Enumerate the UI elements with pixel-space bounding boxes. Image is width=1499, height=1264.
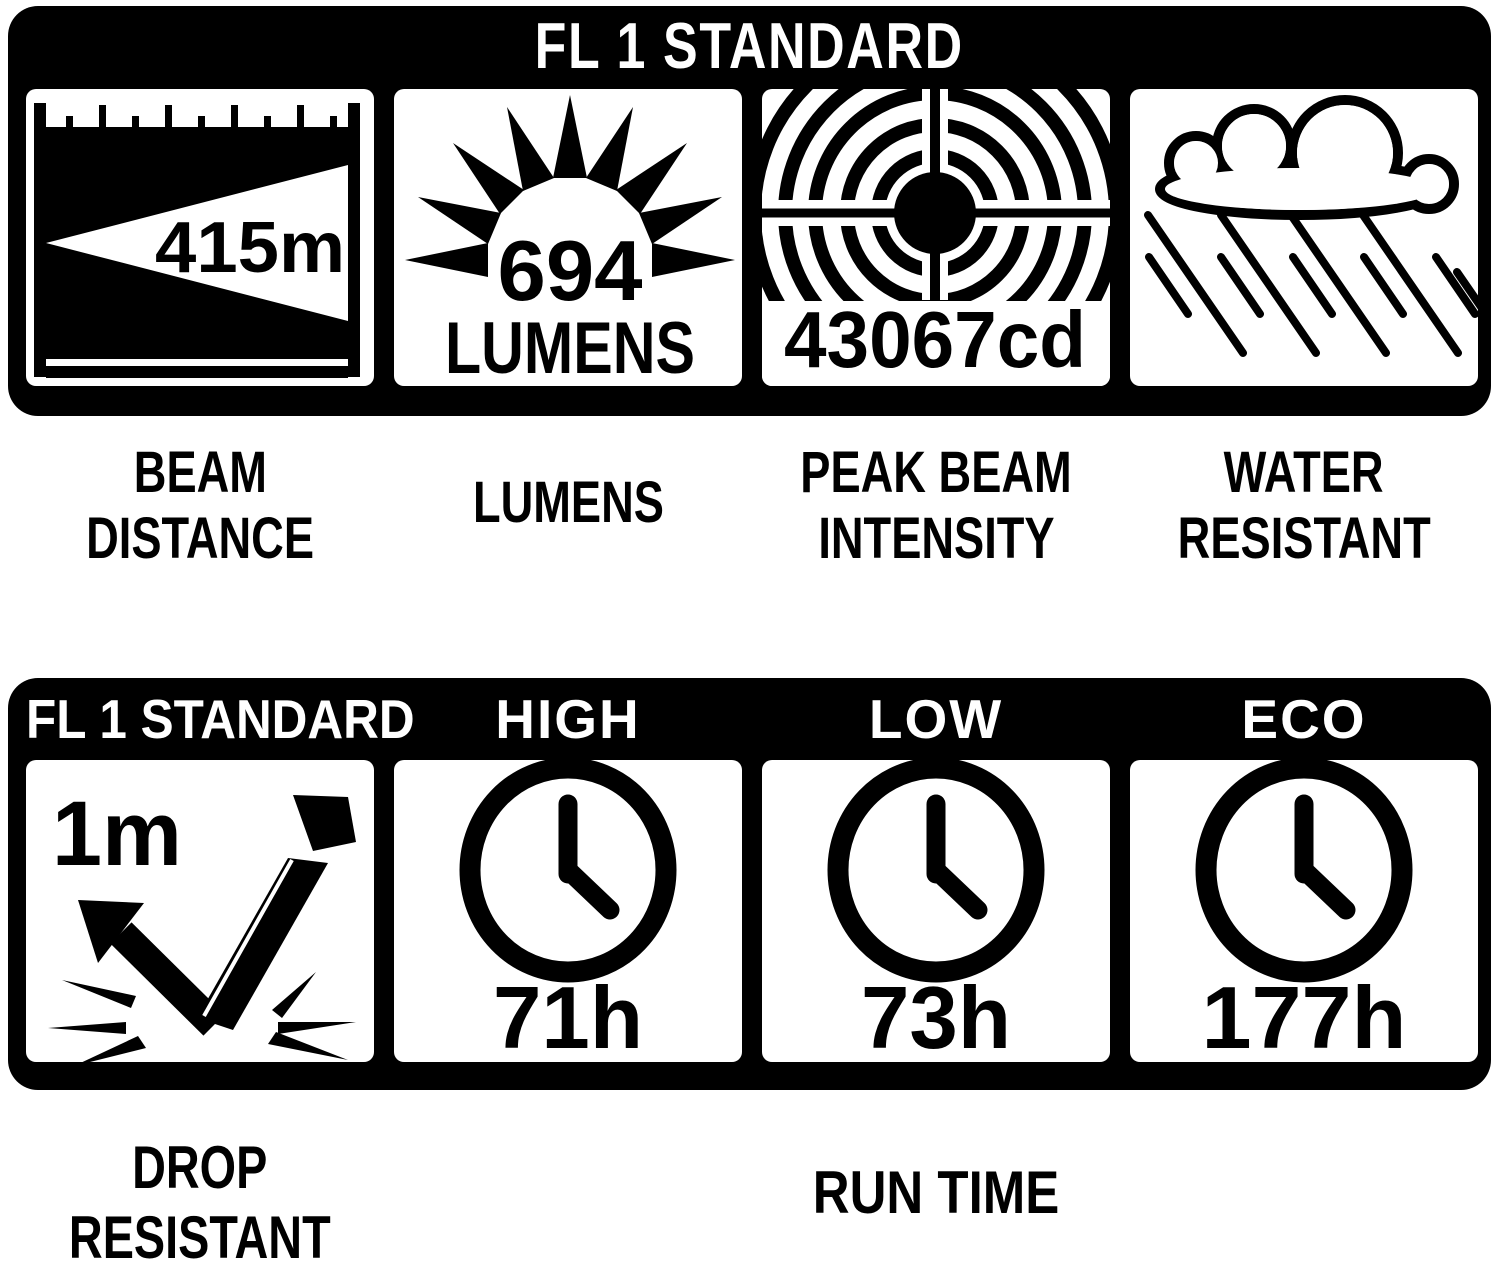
bottom-panel-title: FL 1 STANDARD (26, 692, 415, 747)
peak-beam-intensity-value: 43067cd (784, 295, 1086, 384)
mode-eco-text: ECO (1241, 688, 1367, 750)
runtime-low-cell: 73h (762, 760, 1110, 1062)
rain-lines (1144, 211, 1478, 357)
top-panel-title: FL 1 STANDARD (8, 9, 1491, 82)
water-resistant-cell (1130, 89, 1478, 386)
fl1-top-panel: FL 1 STANDARD (8, 6, 1491, 416)
clock-icon: 71h (459, 760, 677, 1062)
water-label-line2: RESISTANT (1177, 506, 1431, 571)
top-panel-title-text: FL 1 STANDARD (534, 9, 965, 82)
beam-distance-icon: 415m (34, 103, 360, 378)
rain-cloud-icon (1144, 95, 1478, 357)
clock-icon: 177h (1195, 760, 1413, 1062)
peak-beam-intensity-label: PEAK BEAM INTENSITY (762, 440, 1110, 572)
mode-high-text: HIGH (495, 688, 641, 750)
lumens-label-line1: LUMENS (472, 470, 664, 535)
drop-impact-icon: 1m (48, 783, 356, 1062)
bottom-panel-header: FL 1 STANDARD HIGH LOW ECO (26, 692, 1478, 747)
drop-height-value: 1m (52, 783, 182, 885)
lumens-unit: LUMENS (445, 308, 695, 386)
runtime-eco-cell: 177h (1130, 760, 1478, 1062)
drop-resistant-label: DROP RESISTANT (26, 1133, 374, 1264)
drop-label-line2: RESISTANT (69, 1204, 331, 1264)
beam-distance-label-line2: DISTANCE (86, 506, 314, 571)
drop-resistant-cell: 1m (26, 760, 374, 1062)
runtime-high-cell: 71h (394, 760, 742, 1062)
peak-beam-intensity-cell: 43067cd (762, 89, 1110, 386)
flashlight-head (293, 795, 356, 851)
mode-header-high: HIGH (394, 692, 742, 747)
runtime-low-value: 73h (861, 968, 1011, 1062)
bottom-panel-title-text: FL 1 STANDARD (26, 688, 415, 750)
peak-beam-label-line2: INTENSITY (817, 506, 1055, 571)
top-cells-row: 415m 694 (26, 89, 1478, 386)
beam-distance-value: 415m (155, 208, 345, 288)
bounce-arrowhead (78, 900, 144, 963)
drop-label-line1: DROP (132, 1134, 268, 1201)
flashlight-body (197, 858, 328, 1030)
beam-distance-label-line1: BEAM (133, 440, 267, 505)
bottom-cells-row: 1m (26, 760, 1478, 1062)
lumens-label: LUMENS (394, 470, 742, 536)
mode-header-low: LOW (762, 692, 1110, 747)
beam-distance-label: BEAM DISTANCE (26, 440, 374, 572)
fl1-bottom-panel: FL 1 STANDARD HIGH LOW ECO 1m (8, 678, 1491, 1090)
clock-icon: 73h (827, 760, 1045, 1062)
lumens-cell: 694 LUMENS (394, 89, 742, 386)
peak-beam-label-line1: PEAK BEAM (800, 440, 1072, 505)
run-time-label-text: RUN TIME (812, 1159, 1060, 1226)
runtime-high-value: 71h (493, 968, 643, 1062)
lumens-value: 694 (498, 224, 643, 319)
beam-distance-cell: 415m (26, 89, 374, 386)
mode-low-text: LOW (868, 688, 1004, 750)
water-label-line1: WATER (1224, 440, 1384, 505)
sun-burst-icon: 694 LUMENS (405, 95, 735, 386)
run-time-label: RUN TIME (394, 1158, 1478, 1228)
target-icon: 43067cd (762, 89, 1110, 386)
bounce-arrow-shaft (110, 922, 225, 1036)
runtime-eco-value: 177h (1202, 968, 1407, 1062)
mode-header-eco: ECO (1130, 692, 1478, 747)
water-resistant-label: WATER RESISTANT (1130, 440, 1478, 572)
